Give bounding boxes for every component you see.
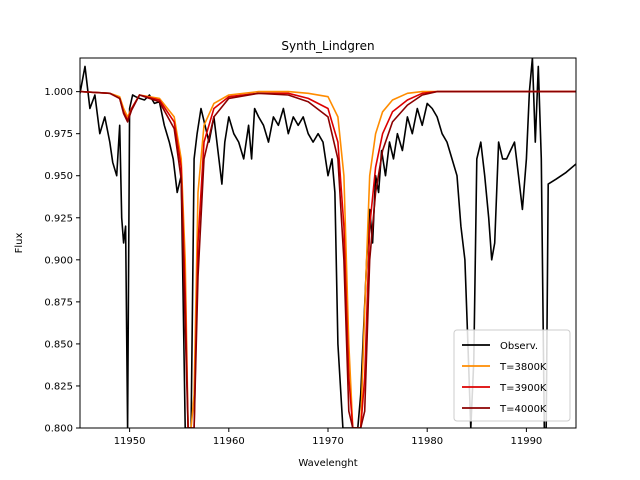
y-tick-label-8: 1.000 [44,87,73,98]
y-tick-label-6: 0.950 [44,171,73,182]
x-axis-title: Wavelenght [298,458,357,469]
x-axis: 11950 11960 11970 11980 11990 [114,428,542,447]
y-axis: 0.800 0.825 0.850 0.875 0.900 0.925 0.950 0.975… [44,87,80,435]
y-tick-label-0: 0.800 [44,424,73,435]
legend: Observ. T=3800K T=3900K T=4000K [453,329,571,422]
x-tick-label-4: 11990 [510,436,542,447]
y-tick-label-1: 0.825 [44,381,73,392]
x-tick-label-2: 11970 [312,436,344,447]
y-tick-label-5: 0.925 [44,213,73,224]
y-tick-label-4: 0.900 [44,255,73,266]
legend-label-2: T=3900K [499,383,547,394]
legend-label-0: Observ. [500,341,538,352]
x-tick-label-1: 11960 [213,436,245,447]
chart-title: Synth_Lindgren [281,39,374,53]
y-axis-title: Flux [14,233,25,254]
x-tick-label-0: 11950 [114,436,146,447]
legend-label-3: T=4000K [499,404,547,415]
y-tick-label-7: 0.975 [44,129,73,140]
y-tick-label-2: 0.850 [44,339,73,350]
legend-box [453,329,571,422]
series-line-3 [80,90,576,428]
x-tick-label-3: 11980 [411,436,443,447]
y-tick-label-3: 0.875 [44,297,73,308]
legend-label-1: T=3800K [499,362,547,373]
series-layer [80,58,576,428]
series-line-0 [80,58,576,428]
